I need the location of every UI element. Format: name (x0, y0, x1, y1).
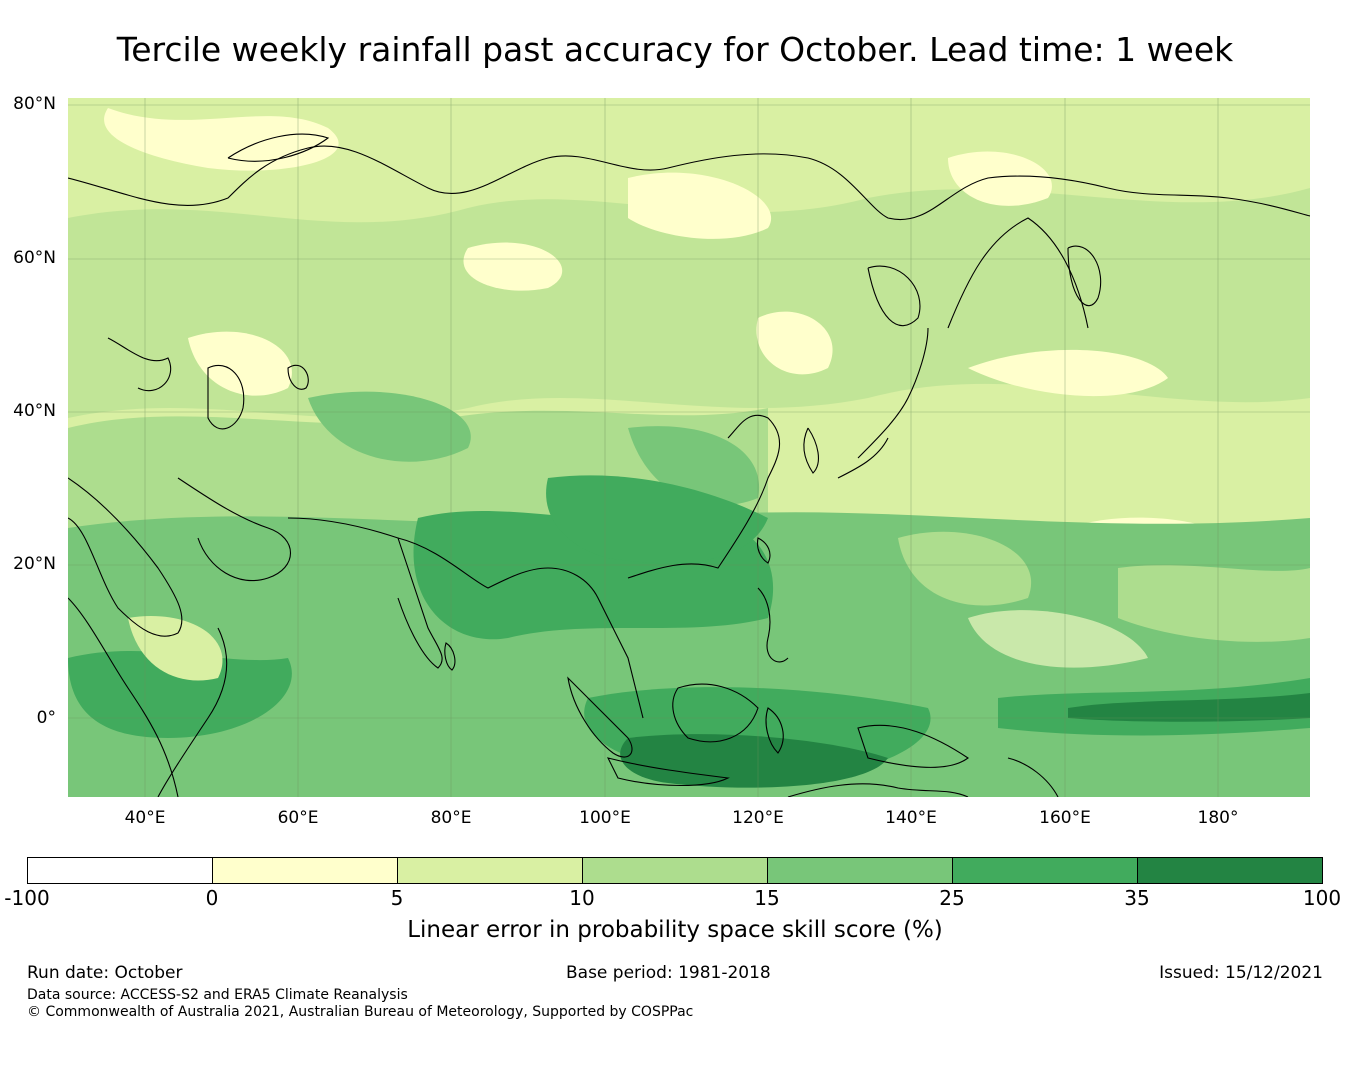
lon-label-120e: 120°E (732, 808, 784, 828)
colorbar-tick: 0 (205, 886, 219, 910)
colorbar-tick: 5 (390, 886, 404, 910)
lat-label-40n: 40°N (13, 401, 56, 421)
colorbar-tick: 10 (569, 886, 595, 910)
colorbar-tick: 15 (754, 886, 780, 910)
colorbar-segment (953, 858, 1138, 883)
lon-label-100e: 100°E (579, 808, 631, 828)
colorbar-segment (1138, 858, 1322, 883)
colorbar (27, 857, 1323, 884)
lat-label-80n: 80°N (13, 94, 56, 114)
lat-label-20n: 20°N (13, 554, 56, 574)
lon-label-40e: 40°E (124, 808, 166, 828)
colorbar-label: Linear error in probability space skill … (407, 917, 943, 943)
base-period: Base period: 1981-2018 (566, 963, 771, 983)
skill-field (68, 108, 1310, 797)
coastlines (68, 133, 1310, 797)
copyright: © Commonwealth of Australia 2021, Austra… (27, 1004, 694, 1020)
map-canvas (68, 98, 1310, 797)
lon-label-160e: 160°E (1039, 808, 1091, 828)
colorbar-segment (583, 858, 768, 883)
lon-label-180: 180° (1197, 808, 1239, 828)
skill-score-map (68, 98, 1310, 797)
colorbar-segment (768, 858, 953, 883)
colorbar-segment (398, 858, 583, 883)
map-title: Tercile weekly rainfall past accuracy fo… (116, 30, 1234, 69)
graticule (68, 98, 1310, 797)
colorbar-segment (28, 858, 213, 883)
data-source: Data source: ACCESS-S2 and ERA5 Climate … (27, 987, 408, 1003)
colorbar-segment (213, 858, 398, 883)
lon-label-60e: 60°E (277, 808, 319, 828)
lat-label-0: 0° (36, 708, 56, 728)
colorbar-tick: 100 (1302, 886, 1342, 910)
colorbar-tick: -100 (4, 886, 50, 910)
run-date: Run date: October (27, 963, 183, 983)
colorbar-tick: 35 (1124, 886, 1150, 910)
lon-label-140e: 140°E (885, 808, 937, 828)
lon-label-80e: 80°E (430, 808, 472, 828)
lat-label-60n: 60°N (13, 248, 56, 268)
colorbar-tick: 25 (939, 886, 965, 910)
issued-date: Issued: 15/12/2021 (1159, 963, 1323, 983)
